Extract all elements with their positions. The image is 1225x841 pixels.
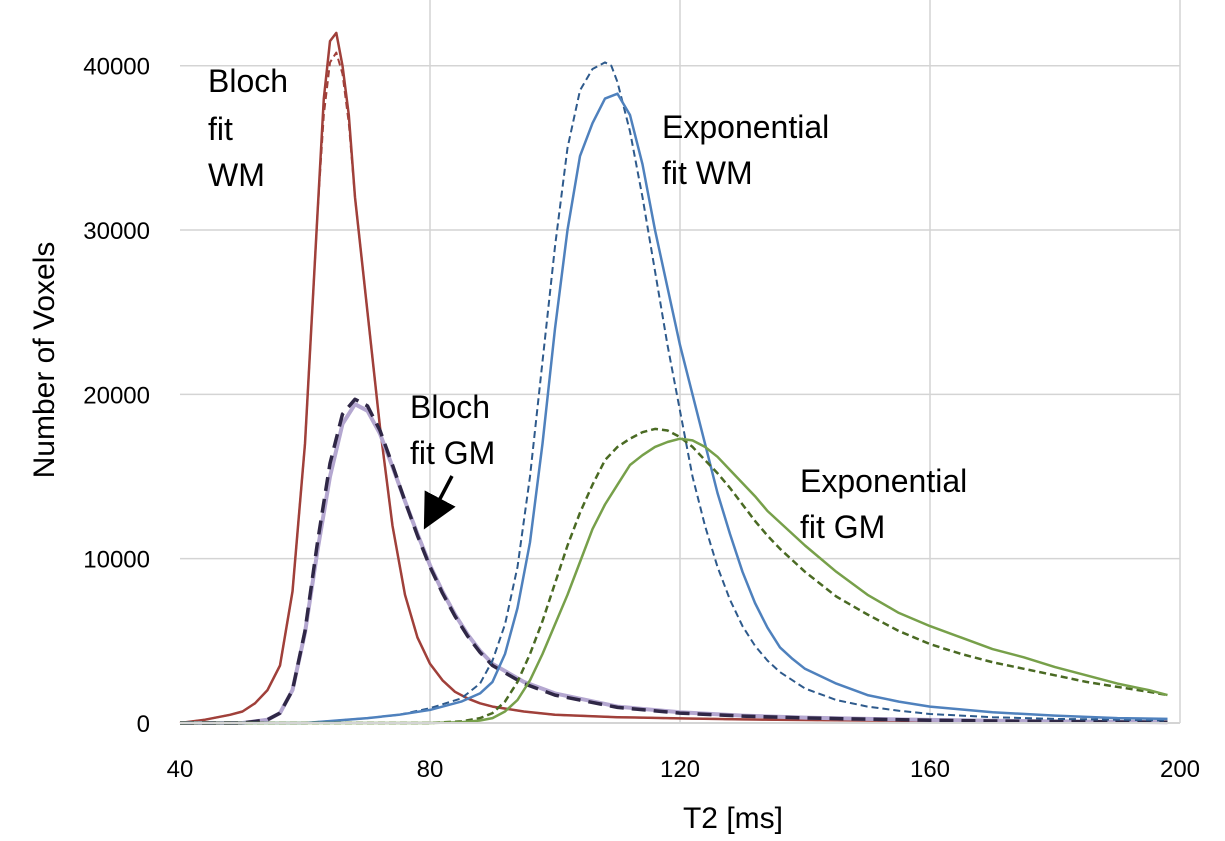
x-tick-label: 80	[417, 756, 444, 783]
annotation-line: fit GM	[800, 509, 885, 545]
x-tick-label: 160	[910, 756, 950, 783]
annotation-line: Bloch	[410, 389, 490, 425]
annotation-line: fit GM	[410, 435, 495, 471]
series-layer	[179, 31, 1168, 725]
annotation-line: Exponential	[662, 109, 829, 145]
x-tick-label: 40	[167, 756, 194, 783]
series-line	[180, 397, 1168, 725]
series-line	[179, 31, 1168, 725]
series-line	[180, 427, 1168, 725]
series-line	[180, 61, 1168, 724]
annotation-exponential-fit-wm: Exponential fit WM	[662, 109, 838, 191]
x-tick-label: 200	[1160, 756, 1200, 783]
annotation-line: fit	[208, 111, 233, 147]
y-tick-label: 40000	[83, 54, 150, 81]
annotation-bloch-fit-wm: Bloch fit WM	[208, 63, 297, 193]
y-tick-label: 10000	[83, 547, 150, 574]
annotation-line: fit WM	[662, 155, 753, 191]
grid-layer	[180, 0, 1181, 723]
tick-labels: 40 80 120 160 200 0 10000 20000 30000 40000	[83, 54, 1200, 783]
series-line	[179, 51, 1168, 724]
series-line	[180, 92, 1168, 725]
annotation-line: Exponential	[800, 463, 967, 499]
annotation-arrow	[423, 475, 456, 530]
x-axis-title: T2 [ms]	[683, 802, 783, 835]
x-tick-label: 120	[660, 756, 700, 783]
annotation-bloch-fit-gm: Bloch fit GM	[410, 389, 499, 471]
y-axis-title: Number of Voxels	[28, 242, 61, 479]
series-line	[180, 402, 1168, 725]
annotation-line: WM	[208, 157, 265, 193]
annotation-exponential-fit-gm: Exponential fit GM	[800, 463, 976, 545]
y-tick-label: 0	[137, 711, 150, 738]
annotation-line: Bloch	[208, 63, 288, 99]
y-tick-label: 20000	[83, 382, 150, 409]
y-tick-label: 30000	[83, 218, 150, 245]
series-line	[180, 437, 1168, 725]
